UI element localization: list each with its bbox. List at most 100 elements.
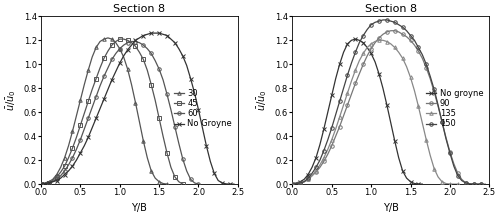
No Groyne [62,173,68,176]
No groyne [380,87,386,90]
150 [336,100,342,103]
45 [120,38,126,40]
No groyne [396,156,402,159]
45 [148,83,154,86]
No groyne [297,180,303,183]
60 [140,44,146,46]
No Groyne [208,160,214,163]
135 [290,183,296,185]
135 [372,40,378,43]
No groyne [360,41,366,44]
90 [313,171,319,173]
45 [70,147,75,150]
90 [462,182,468,184]
45 [105,50,111,52]
90 [392,30,398,32]
No groyne [328,94,334,97]
135 [431,167,437,170]
135 [443,182,449,185]
150 [348,62,354,64]
150 [427,75,433,77]
X-axis label: Y/B: Y/B [132,203,148,213]
90 [408,39,414,42]
90 [290,183,296,185]
No Groyne [128,44,134,46]
135 [427,154,433,157]
No Groyne [204,145,210,147]
90 [352,82,358,85]
45 [38,183,44,185]
45 [176,180,182,183]
No Groyne [148,32,154,35]
No Groyne [113,70,119,73]
No groyne [301,178,307,181]
135 [364,46,370,49]
150 [364,28,370,31]
No Groyne [176,47,182,50]
30 [62,156,68,159]
No Groyne [89,127,95,129]
Legend: 30, 45, 60, No Groyne: 30, 45, 60, No Groyne [172,87,234,130]
90 [356,72,362,75]
30 [113,41,119,44]
Line: 60: 60 [39,40,200,186]
150 [400,26,406,28]
No Groyne [101,98,107,100]
135 [336,116,342,118]
90 [340,115,346,117]
No groyne [376,72,382,75]
No Groyne [93,117,99,120]
90 [332,135,338,138]
150 [301,180,307,183]
90 [294,182,300,185]
135 [400,57,406,60]
150 [376,20,382,22]
No groyne [368,52,374,55]
No Groyne [184,64,190,67]
No groyne [420,183,426,185]
No Groyne [70,165,75,168]
90 [388,30,394,32]
90 [470,183,476,185]
30 [54,173,60,176]
No groyne [404,177,409,179]
60 [109,58,115,61]
45 [144,69,150,72]
90 [443,136,449,139]
X-axis label: Y/B: Y/B [383,203,399,213]
No groyne [384,104,390,106]
135 [340,104,346,106]
150 [372,21,378,24]
No Groyne [188,77,194,80]
135 [360,52,366,55]
60 [78,138,84,141]
Line: 45: 45 [39,37,184,186]
90 [348,93,354,95]
No Groyne [66,170,71,172]
Title: Section 8: Section 8 [365,4,417,14]
No Groyne [152,32,158,35]
45 [42,182,48,185]
60 [188,178,194,181]
No Groyne [50,180,56,183]
No groyne [348,39,354,42]
No Groyne [85,136,91,139]
30 [58,166,64,169]
90 [427,77,433,80]
No Groyne [140,34,146,37]
60 [70,156,75,159]
No Groyne [231,183,237,185]
45 [74,136,80,139]
135 [384,40,390,43]
60 [113,52,119,55]
No groyne [294,182,300,184]
60 [50,180,56,183]
45 [93,77,99,80]
150 [317,159,323,161]
90 [396,31,402,33]
135 [420,122,426,124]
135 [313,170,319,172]
135 [328,138,334,141]
No groyne [313,156,319,159]
135 [408,76,414,79]
